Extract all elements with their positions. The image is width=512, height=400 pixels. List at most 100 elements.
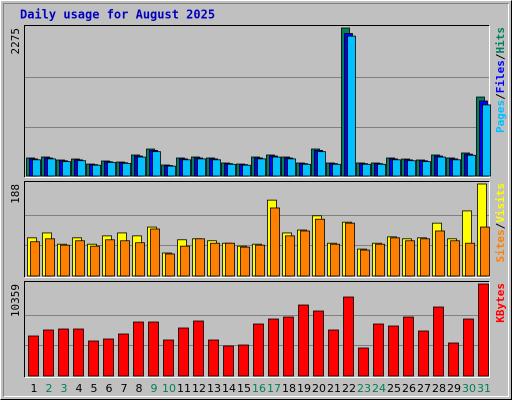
bar — [150, 228, 160, 277]
bar — [255, 244, 265, 277]
bar — [405, 240, 415, 277]
bar — [180, 245, 190, 277]
bar — [103, 338, 114, 377]
bar — [347, 35, 356, 177]
bar — [133, 321, 144, 377]
bevel — [3, 3, 509, 397]
bar — [253, 323, 264, 377]
x-tick-label: 23 — [357, 382, 371, 395]
bar — [122, 162, 131, 177]
bar — [118, 333, 129, 377]
bar — [375, 243, 385, 277]
bar — [330, 243, 340, 277]
legend-entry: Visits — [494, 183, 507, 223]
bar — [362, 163, 371, 177]
legend-entry: KBytes — [494, 283, 507, 323]
plot-border — [24, 181, 490, 278]
bar — [165, 253, 175, 277]
bar — [163, 339, 174, 377]
y-tick-label: 2275 — [9, 28, 22, 55]
bar — [43, 329, 54, 377]
bar — [420, 238, 430, 277]
bar — [302, 163, 311, 177]
legend: Pages/Files/Hits — [494, 27, 507, 133]
y-tick-label: 10359 — [9, 284, 22, 317]
bar — [268, 318, 279, 377]
x-tick-label: 27 — [417, 382, 431, 395]
bar — [210, 242, 220, 277]
x-tick-label: 11 — [177, 382, 191, 395]
x-tick-label: 2 — [46, 382, 53, 395]
bar — [195, 238, 205, 277]
bar — [283, 316, 294, 377]
legend-entry: Hits — [494, 27, 507, 54]
bar — [465, 242, 475, 277]
y-tick-label: 188 — [9, 184, 22, 204]
bar — [448, 342, 459, 377]
bar — [300, 230, 310, 277]
bar — [90, 245, 100, 277]
x-tick-label: 14 — [222, 382, 236, 395]
x-tick-label: 10 — [162, 382, 176, 395]
x-tick-label: 12 — [192, 382, 206, 395]
x-tick-label: 29 — [447, 382, 461, 395]
bar — [45, 238, 55, 277]
bar — [223, 345, 234, 377]
bar — [343, 296, 354, 377]
bevel — [3, 3, 509, 397]
bar — [287, 158, 296, 177]
bar — [373, 323, 384, 377]
bar — [120, 240, 130, 277]
bar — [390, 237, 400, 277]
bar — [270, 207, 280, 277]
plot-border — [24, 25, 490, 178]
bar — [435, 230, 445, 277]
x-tick-label: 6 — [106, 382, 113, 395]
bar — [178, 327, 189, 377]
legend-separator: / — [494, 93, 507, 100]
bar — [30, 241, 40, 277]
bar — [105, 239, 115, 277]
legend: KBytes — [494, 283, 507, 323]
bar — [240, 246, 250, 277]
x-tick-label: 28 — [432, 382, 446, 395]
plot-border — [24, 25, 490, 178]
x-tick-label: 31 — [477, 382, 491, 395]
bar — [450, 240, 460, 277]
x-tick-label: 22 — [342, 382, 356, 395]
bar — [28, 335, 39, 377]
bar — [388, 325, 399, 377]
bar — [227, 163, 236, 177]
bar — [328, 329, 339, 377]
bar — [152, 151, 161, 177]
x-tick-label: 20 — [312, 382, 326, 395]
bar — [238, 344, 249, 377]
x-tick-label: 19 — [297, 382, 311, 395]
bar — [47, 158, 56, 177]
bar — [32, 159, 41, 177]
bar — [360, 249, 370, 277]
bar — [480, 226, 490, 277]
bar — [482, 104, 491, 177]
x-tick-label: 13 — [207, 382, 221, 395]
bar — [208, 339, 219, 377]
bar — [345, 222, 355, 277]
plot-border — [24, 281, 490, 378]
bar — [478, 283, 489, 377]
x-tick-label: 21 — [327, 382, 341, 395]
bar — [193, 320, 204, 377]
plot-border — [24, 181, 490, 278]
bar — [212, 159, 221, 177]
bar — [467, 154, 476, 177]
bar — [272, 156, 281, 177]
bar — [182, 159, 191, 177]
bar — [315, 218, 325, 277]
x-tick-label: 9 — [151, 382, 158, 395]
bar — [92, 164, 101, 177]
x-tick-label: 17 — [267, 382, 281, 395]
x-tick-label: 18 — [282, 382, 296, 395]
bar — [313, 310, 324, 377]
bar — [62, 161, 71, 177]
x-tick-label: 7 — [121, 382, 128, 395]
